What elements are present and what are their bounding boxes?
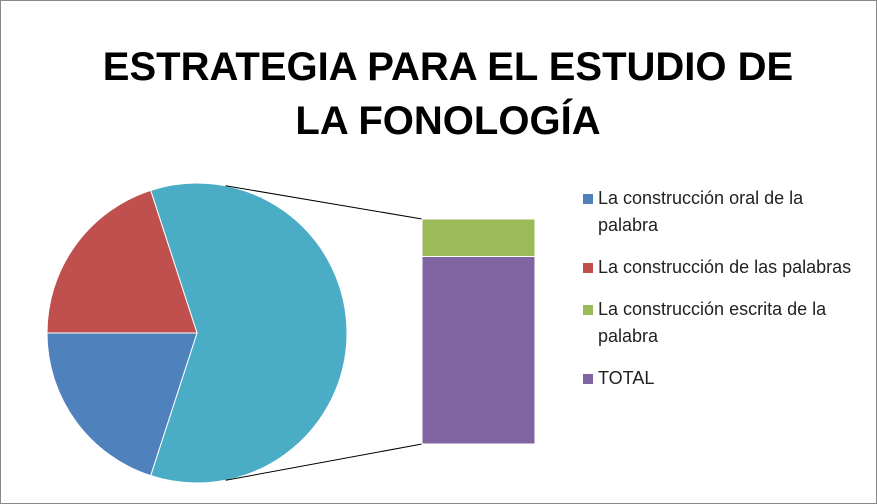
legend-swatch	[583, 194, 593, 204]
connector-line	[225, 443, 423, 481]
legend-item: La construcción de las palabras	[583, 254, 868, 281]
legend-item: TOTAL	[583, 365, 868, 392]
legend-label: TOTAL	[598, 368, 655, 388]
pie-slice	[46, 189, 198, 334]
bar-segment	[421, 218, 536, 257]
bar-segment	[421, 256, 536, 445]
legend-item: La construcción escrita de la palabra	[583, 296, 868, 350]
legend: La construcción oral de la palabra La con…	[583, 185, 868, 407]
legend-label: La construcción escrita de la palabra	[598, 299, 827, 346]
legend-label: La construcción oral de la palabra	[598, 188, 804, 235]
legend-item: La construcción oral de la palabra	[583, 185, 868, 239]
legend-swatch	[583, 374, 593, 384]
connector-line	[225, 185, 423, 220]
chart-title: ESTRATEGIA PARA EL ESTUDIO DE LA FONOLOG…	[102, 45, 794, 143]
pie-slice	[46, 332, 198, 477]
legend-swatch	[583, 305, 593, 315]
legend-swatch	[583, 263, 593, 273]
legend-label: La construcción de las palabras	[598, 257, 852, 277]
